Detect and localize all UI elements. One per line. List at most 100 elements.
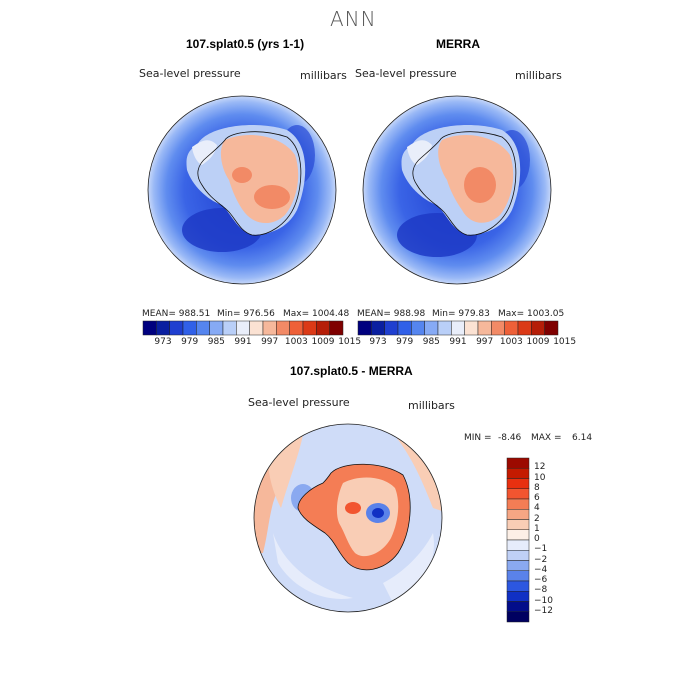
model-colorbar-swatch-10 — [276, 320, 290, 336]
figure-title: ANN — [330, 7, 377, 31]
diff-variable-label: Sea-level pressure — [248, 396, 350, 409]
diff-units-label: millibars — [408, 399, 455, 412]
obs-colorbar-tick-label: 997 — [476, 337, 494, 347]
obs-colorbar-swatch-2 — [384, 320, 399, 336]
model-colorbar-ticks: 973 979 985 991 997 1003 1009 1015 — [143, 337, 361, 349]
obs-colorbar-swatch-9 — [477, 320, 492, 336]
obs-units-label: millibars — [515, 69, 562, 82]
model-panel-title: 107.splat0.5 (yrs 1-1) — [186, 37, 305, 51]
diff-colorbar-swatch-5 — [506, 509, 530, 520]
model-polar-map — [147, 95, 337, 285]
diff-colorbar-tick-label: 4 — [534, 503, 540, 514]
obs-colorbar-swatch-7 — [451, 320, 465, 336]
model-colorbar-tick-label: 1015 — [338, 337, 362, 347]
obs-colorbar-tick-label: 1015 — [553, 337, 577, 347]
diff-colorbar-swatch-10 — [506, 560, 530, 571]
diff-colorbar-swatch-4 — [506, 498, 530, 510]
obs-polar-map — [362, 95, 552, 285]
diff-colorbar-tick-label: 8 — [534, 482, 540, 493]
model-units-label: millibars — [300, 69, 347, 82]
model-colorbar — [142, 320, 344, 336]
diff-colorbar-tick-label: 6 — [534, 493, 540, 503]
diff-colorbar-tick-label: −12 — [534, 605, 553, 616]
model-colorbar-tick-label: 973 — [154, 337, 172, 347]
diff-colorbar-swatch-8 — [506, 539, 530, 551]
diff-colorbar-swatch-11 — [506, 570, 530, 582]
diff-colorbar-swatch-0 — [506, 457, 530, 469]
diff-min-label: MIN = — [464, 433, 492, 443]
diff-colorbar-swatch-12 — [506, 580, 530, 592]
model-colorbar-tick-label: 1003 — [284, 337, 308, 347]
model-colorbar-swatch-7 — [236, 320, 250, 336]
diff-panel-title: 107.splat0.5 - MERRA — [290, 364, 413, 378]
model-min-stat: Min= 976.56 — [217, 309, 275, 319]
model-mean-stat: MEAN= 988.51 — [142, 309, 211, 319]
obs-colorbar-ticks: 973 979 985 991 997 1003 1009 1015 — [358, 337, 576, 349]
obs-colorbar-tick-label: 973 — [369, 337, 387, 347]
obs-colorbar-swatch-13 — [531, 320, 545, 336]
model-colorbar-swatch-12 — [302, 320, 317, 336]
diff-colorbar-swatch-2 — [506, 478, 530, 489]
diff-colorbar-tick-label: −4 — [534, 564, 548, 575]
model-colorbar-swatch-13 — [316, 320, 330, 336]
obs-colorbar — [357, 320, 559, 336]
obs-colorbar-swatch-5 — [424, 320, 439, 336]
obs-colorbar-swatch-0 — [357, 320, 372, 336]
obs-colorbar-tick-label: 1003 — [499, 337, 523, 347]
diff-colorbar-tick-label: 12 — [534, 462, 546, 473]
diff-colorbar-tick-label: −8 — [534, 585, 548, 596]
obs-colorbar-swatch-6 — [437, 320, 452, 336]
model-colorbar-swatch-9 — [262, 320, 277, 336]
diff-colorbar-swatch-1 — [506, 468, 530, 479]
model-colorbar-swatch-8 — [249, 320, 264, 336]
obs-colorbar-tick-label: 1009 — [526, 337, 550, 347]
model-colorbar-tick-label: 985 — [207, 337, 225, 347]
model-colorbar-swatch-1 — [156, 320, 170, 336]
diff-max-label: MAX = — [531, 433, 562, 443]
diff-colorbar-tick-label: 10 — [534, 472, 546, 483]
obs-colorbar-swatch-4 — [411, 320, 425, 336]
diff-colorbar-swatch-9 — [506, 550, 530, 561]
diff-colorbar-swatch-6 — [506, 519, 530, 530]
obs-colorbar-swatch-11 — [504, 320, 519, 336]
obs-colorbar-tick-label: 979 — [396, 337, 414, 347]
diff-colorbar-tick-label: 1 — [534, 523, 540, 534]
obs-colorbar-swatch-1 — [371, 320, 385, 336]
obs-mean-stat: MEAN= 988.98 — [357, 309, 426, 319]
model-colorbar-tick-label: 991 — [234, 337, 252, 347]
diff-colorbar-tick-label: −1 — [534, 544, 548, 555]
model-colorbar-swatch-14 — [329, 320, 344, 336]
obs-colorbar-tick-label: 991 — [449, 337, 467, 347]
diff-colorbar-swatch-13 — [506, 591, 530, 602]
diff-colorbar-swatch-14 — [506, 601, 530, 612]
obs-colorbar-swatch-8 — [464, 320, 479, 336]
diff-colorbar-tick-label: −10 — [534, 595, 553, 606]
diff-max-value: 6.14 — [572, 433, 593, 443]
model-colorbar-tick-label: 979 — [181, 337, 199, 347]
diff-colorbar-swatch-7 — [506, 529, 530, 541]
model-colorbar-swatch-2 — [169, 320, 184, 336]
model-colorbar-swatch-0 — [142, 320, 157, 336]
diff-colorbar — [506, 457, 530, 623]
obs-colorbar-tick-label: 985 — [422, 337, 440, 347]
model-colorbar-swatch-6 — [222, 320, 237, 336]
obs-colorbar-swatch-10 — [491, 320, 505, 336]
diff-colorbar-swatch-15 — [506, 611, 530, 623]
obs-colorbar-swatch-12 — [517, 320, 532, 336]
model-colorbar-swatch-5 — [209, 320, 224, 336]
obs-colorbar-swatch-14 — [544, 320, 559, 336]
model-colorbar-swatch-4 — [196, 320, 210, 336]
model-colorbar-swatch-3 — [182, 320, 197, 336]
diff-min-value: -8.46 — [498, 433, 522, 443]
diff-colorbar-tick-label: 2 — [534, 513, 540, 524]
obs-colorbar-swatch-3 — [397, 320, 412, 336]
obs-variable-label: Sea-level pressure — [355, 67, 457, 80]
model-variable-label: Sea-level pressure — [139, 67, 241, 80]
model-colorbar-tick-label: 997 — [261, 337, 279, 347]
diff-colorbar-tick-label: 0 — [534, 534, 540, 544]
model-colorbar-swatch-11 — [289, 320, 304, 336]
diff-colorbar-tick-label: −2 — [534, 554, 548, 565]
obs-max-stat: Max= 1003.05 — [498, 309, 565, 319]
diff-colorbar-ticks: 12 10 8 6 4 2 1 0 −1 −2 −4 −6 −8 −10 −12 — [534, 458, 574, 622]
obs-panel-title: MERRA — [436, 37, 480, 51]
